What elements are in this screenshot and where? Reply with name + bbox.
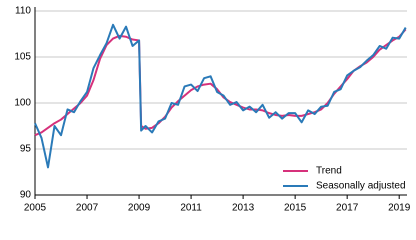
x-tick-label: 2007	[76, 203, 99, 214]
y-tick-label: 105	[14, 52, 31, 63]
x-tick-label: 2013	[232, 203, 255, 214]
x-tick-label: 2015	[284, 203, 307, 214]
x-tick-label: 2011	[180, 203, 202, 214]
legend-label: Seasonally adjusted	[316, 181, 406, 192]
x-tick-label: 2019	[388, 203, 411, 214]
y-tick-label: 100	[14, 98, 31, 109]
legend-label: Trend	[316, 166, 342, 177]
series-line	[34, 23, 407, 169]
y-tick-label: 95	[20, 144, 32, 155]
chart: 90 95 100 105 110 2005 2007 2009 2011 2013 2015 201…	[14, 6, 411, 214]
x-tick-label: 2005	[24, 203, 47, 214]
x-tick-label: 2009	[128, 203, 151, 214]
x-tick-label: 2017	[336, 203, 359, 214]
y-tick-label: 90	[20, 190, 32, 201]
y-tick-label: 110	[15, 6, 31, 17]
